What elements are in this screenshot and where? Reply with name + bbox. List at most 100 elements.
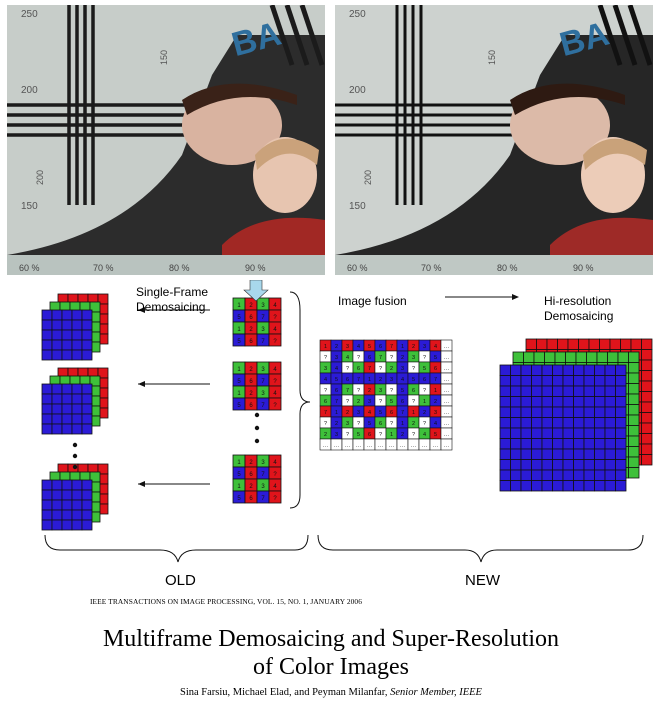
fused-grid-digit: 5 bbox=[368, 421, 371, 427]
fused-grid-digit: 5 bbox=[412, 377, 415, 383]
hr-stack-green-cell bbox=[533, 351, 545, 363]
hr-stack-red-cell bbox=[641, 412, 653, 424]
hr-stack-blue-cell bbox=[531, 427, 543, 439]
fused-grid-digit: 6 bbox=[401, 399, 404, 405]
fused-grid-digit: 6 bbox=[368, 432, 371, 438]
fused-grid-digit: 3 bbox=[412, 355, 415, 361]
fused-grid-digit: 3 bbox=[357, 410, 360, 416]
fused-grid-digit: 3 bbox=[390, 377, 393, 383]
old-tick-250: 250 bbox=[21, 9, 38, 20]
hr-stack-green-cell bbox=[628, 404, 640, 416]
fused-grid-digit: 7 bbox=[368, 366, 371, 372]
hr-stack-blue-cell bbox=[499, 427, 511, 439]
hr-stack-blue-cell bbox=[573, 459, 585, 471]
fused-grid-digit: … bbox=[433, 443, 439, 449]
old-stack-3-blue-cell bbox=[41, 509, 53, 521]
old-stack-3-blue-cell bbox=[51, 489, 63, 501]
lr-frame-3-digit: 2 bbox=[249, 460, 253, 466]
old-tick-200: 200 bbox=[21, 85, 38, 96]
fused-grid-digit: 6 bbox=[346, 377, 349, 383]
hr-stack-blue-cell bbox=[552, 406, 564, 418]
hr-stack-blue-cell bbox=[499, 396, 511, 408]
hr-stack-red-cell bbox=[641, 454, 653, 466]
hr-stack-blue-cell bbox=[510, 427, 522, 439]
hr-stack-green-cell bbox=[607, 351, 619, 363]
fused-grid-digit: … bbox=[389, 443, 395, 449]
fused-grid-digit: ? bbox=[346, 399, 349, 405]
hr-stack-red-cell bbox=[578, 338, 590, 350]
old-brace bbox=[44, 534, 309, 563]
hr-stack-blue-cell bbox=[531, 438, 543, 450]
lr-frame-1-digit: ? bbox=[273, 315, 277, 321]
hr-stack-blue-cell bbox=[573, 438, 585, 450]
fused-grid-digit: 3 bbox=[324, 366, 327, 372]
hr-stack-blue-cell bbox=[573, 480, 585, 492]
old-vtick-150: 150 bbox=[159, 50, 169, 65]
fusion-arrowhead bbox=[512, 294, 519, 300]
hr-stack-blue-cell bbox=[562, 417, 574, 429]
old-stack-1-blue-cell bbox=[61, 329, 73, 341]
hr-stack-blue-cell bbox=[541, 417, 553, 429]
fused-grid-digit: 5 bbox=[423, 366, 426, 372]
lr-frame-2-digit: 1 bbox=[237, 367, 241, 373]
fused-grid-digit: ? bbox=[423, 355, 426, 361]
hr-stack-red-cell bbox=[641, 359, 653, 371]
old-stack-2-blue-cell bbox=[41, 393, 53, 405]
hr-stack-blue-cell bbox=[531, 396, 543, 408]
demosaic-arrowhead-3 bbox=[138, 481, 145, 487]
lr-frame-1-digit: 6 bbox=[249, 315, 253, 321]
old-stack-1-blue-cell bbox=[71, 309, 83, 321]
hr-stack-green-cell bbox=[628, 351, 640, 363]
fused-grid-digit: 5 bbox=[390, 399, 393, 405]
hr-stack-blue-cell bbox=[541, 480, 553, 492]
hr-stack-blue-cell bbox=[604, 396, 616, 408]
hr-stack-blue-cell bbox=[520, 469, 532, 481]
hr-stack-blue-cell bbox=[520, 427, 532, 439]
hr-stack-blue-cell bbox=[510, 417, 522, 429]
hr-stack-blue-cell bbox=[573, 427, 585, 439]
hr-stack-blue-cell bbox=[573, 417, 585, 429]
hr-stack-blue-cell bbox=[552, 375, 564, 387]
journal-line: IEEE TRANSACTIONS ON IMAGE PROCESSING, V… bbox=[90, 597, 363, 606]
hr-stack-red-cell bbox=[536, 338, 548, 350]
hr-stack-blue-cell bbox=[562, 480, 574, 492]
old-stack-2-blue-cell bbox=[81, 383, 93, 395]
hr-stack-blue-cell bbox=[594, 417, 606, 429]
old-stack-2-blue-cell bbox=[41, 383, 53, 395]
fused-grid-digit: 5 bbox=[434, 355, 437, 361]
fused-grid-digit: ? bbox=[357, 388, 360, 394]
old-stack-2-blue-cell bbox=[51, 383, 63, 395]
hr-stack-blue-cell bbox=[594, 480, 606, 492]
old-stack-1-blue-cell bbox=[41, 339, 53, 351]
old-result-photo-svg: BA 250 200 150 150 200 60 % 70 % 80 % 90… bbox=[7, 5, 325, 275]
fused-grid-digit: 3 bbox=[401, 366, 404, 372]
fused-grid-digit: 5 bbox=[357, 432, 360, 438]
fused-grid-digit: ? bbox=[324, 421, 327, 427]
fused-grid-digit: … bbox=[367, 443, 373, 449]
hr-stack-blue-cell bbox=[531, 459, 543, 471]
old-stack-2-blue-cell bbox=[41, 423, 53, 435]
hr-stack-blue-cell bbox=[499, 417, 511, 429]
fused-grid-digit: 2 bbox=[434, 399, 437, 405]
hr-stack-blue-cell bbox=[594, 427, 606, 439]
hr-stack-green-cell bbox=[512, 351, 524, 363]
authors: Sina Farsiu, Michael Elad, and Peyman Mi… bbox=[180, 687, 388, 698]
lr-frame-1-digit: 2 bbox=[249, 303, 253, 309]
lr-frame-2-digit: 7 bbox=[261, 379, 265, 385]
lr-frame-1-digit: 7 bbox=[261, 315, 265, 321]
fused-grid-digit: 6 bbox=[379, 344, 382, 350]
hr-stack-green-cell bbox=[628, 414, 640, 426]
lr-frame-2-digit: 5 bbox=[237, 379, 241, 385]
hr-stack-blue-cell bbox=[594, 438, 606, 450]
fused-grid-digit: 4 bbox=[368, 410, 371, 416]
hr-stack-blue-cell bbox=[583, 385, 595, 397]
hr-stack-blue-cell bbox=[510, 385, 522, 397]
old-stack-3-blue-cell bbox=[71, 509, 83, 521]
hr-stack-red-cell bbox=[641, 370, 653, 382]
hr-stack-blue-cell bbox=[615, 427, 627, 439]
fused-grid-digit: 6 bbox=[335, 388, 338, 394]
hr-stack-blue-cell bbox=[520, 438, 532, 450]
hr-stack-blue-cell bbox=[520, 375, 532, 387]
fused-grid-digit: 2 bbox=[324, 432, 327, 438]
old-stack-2-blue-cell bbox=[61, 403, 73, 415]
